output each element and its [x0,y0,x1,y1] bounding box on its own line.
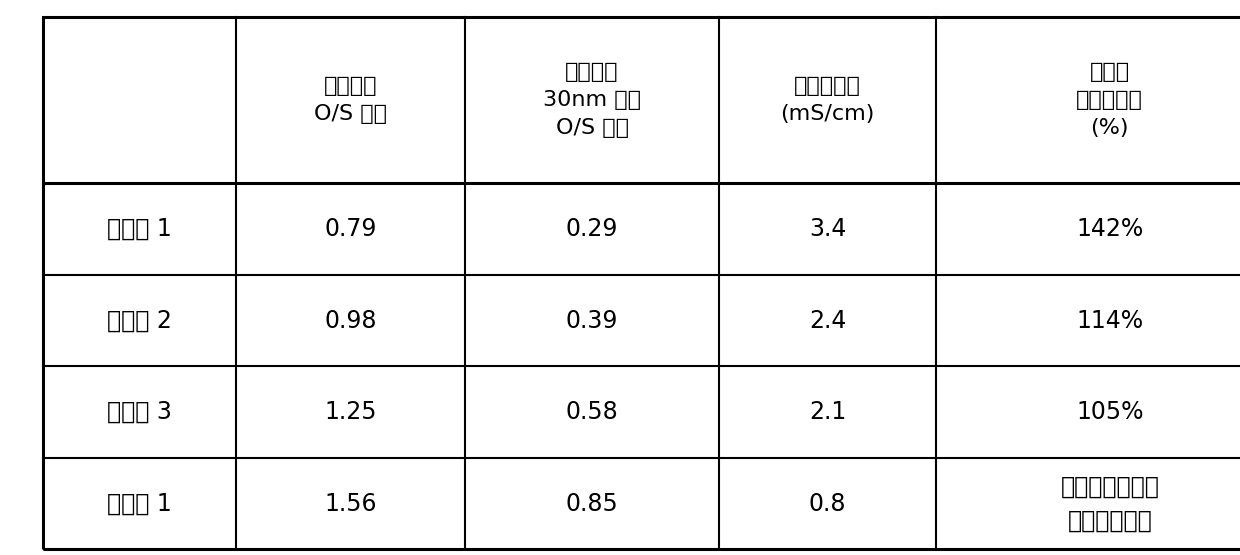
Text: 1.25: 1.25 [324,400,377,424]
Text: 0.29: 0.29 [565,217,619,241]
Text: 114%: 114% [1076,309,1143,332]
Text: 0.79: 0.79 [324,217,377,241]
Text: 2.4: 2.4 [808,309,847,332]
Text: 比较例 1: 比较例 1 [107,492,172,516]
Text: 0.58: 0.58 [565,400,619,424]
Text: 循环后
电阻增加率
(%): 循环后 电阻增加率 (%) [1076,62,1143,138]
Text: 距离表面
30nm 深度
O/S 比率: 距离表面 30nm 深度 O/S 比率 [543,62,641,138]
Text: 0.85: 0.85 [565,492,619,516]
Text: 实施例 2: 实施例 2 [107,309,172,332]
Text: 离子传导率
(mS/cm): 离子传导率 (mS/cm) [780,76,875,124]
Text: 0.98: 0.98 [324,309,377,332]
Text: 3.4: 3.4 [808,217,847,241]
Text: 0.39: 0.39 [565,309,619,332]
Text: 0.8: 0.8 [808,492,847,516]
Text: 实施例 1: 实施例 1 [107,217,172,241]
Text: 最外表面
O/S 比率: 最外表面 O/S 比率 [314,76,387,124]
Text: 2.1: 2.1 [808,400,847,424]
Text: 142%: 142% [1076,217,1143,241]
Text: 105%: 105% [1076,400,1143,424]
Text: 由于为高电阻，
因此无法评价: 由于为高电阻， 因此无法评价 [1060,475,1159,532]
Text: 实施例 3: 实施例 3 [107,400,172,424]
Text: 1.56: 1.56 [324,492,377,516]
